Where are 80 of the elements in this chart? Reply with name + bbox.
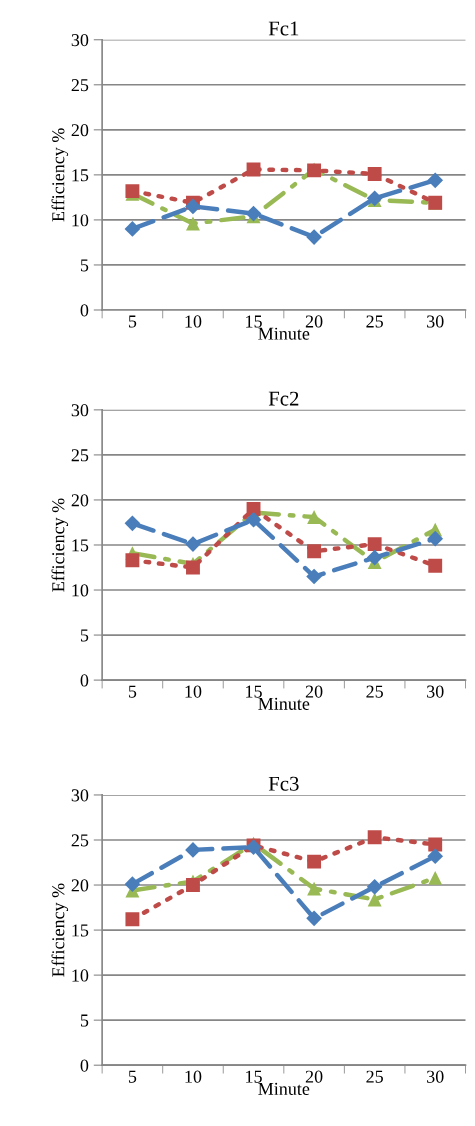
point xyxy=(306,910,322,927)
x-tick-label: 10 xyxy=(185,685,202,698)
y-axis-title: Efficiency % xyxy=(51,498,69,592)
x-tick-label: 5 xyxy=(128,1070,137,1083)
y-tick-label: 15 xyxy=(72,169,89,182)
x-axis-title: Minute xyxy=(258,1082,310,1095)
y-tick-label: 15 xyxy=(72,539,89,552)
y-tick-label: 20 xyxy=(71,494,89,507)
point xyxy=(307,510,322,524)
y-tick-label: 25 xyxy=(71,79,89,92)
y-tick-label: 30 xyxy=(71,789,89,802)
y-tick-label: 0 xyxy=(80,674,89,687)
point xyxy=(367,892,382,907)
point xyxy=(185,536,201,552)
y-tick-label: 10 xyxy=(72,969,89,982)
x-tick-label: 15 xyxy=(246,685,262,698)
y-tick-label: 25 xyxy=(71,834,89,847)
y-tick-label: 5 xyxy=(80,1014,89,1027)
y-tick-label: 10 xyxy=(72,584,89,597)
point xyxy=(245,205,262,222)
point xyxy=(307,881,322,896)
point xyxy=(306,229,322,245)
point xyxy=(367,167,382,181)
chart-title: Fc2 xyxy=(268,391,299,406)
x-tick-label: 25 xyxy=(366,315,383,328)
point xyxy=(366,549,383,566)
point xyxy=(427,530,444,547)
point xyxy=(124,876,141,892)
point xyxy=(366,878,383,895)
point xyxy=(428,558,443,573)
chart-title: Fc3 xyxy=(268,776,299,791)
y-tick-label: 0 xyxy=(80,1059,89,1072)
point xyxy=(186,216,200,231)
x-axis-title: Minute xyxy=(258,697,310,710)
point xyxy=(185,842,201,858)
chart-title: Fc1 xyxy=(268,21,299,36)
x-tick-label: 10 xyxy=(185,315,202,328)
x-tick-label: 15 xyxy=(246,315,262,328)
y-tick-label: 30 xyxy=(71,34,89,47)
point xyxy=(125,912,140,927)
point xyxy=(245,511,262,528)
point xyxy=(428,837,443,852)
y-tick-label: 25 xyxy=(71,449,89,462)
point xyxy=(185,198,201,215)
point xyxy=(367,830,382,845)
y-axis-title: Efficiency % xyxy=(51,883,69,977)
point xyxy=(125,553,140,568)
y-tick-label: 5 xyxy=(80,629,89,642)
x-tick-label: 25 xyxy=(366,685,383,698)
point xyxy=(124,221,141,237)
point xyxy=(307,544,322,559)
point xyxy=(186,878,200,892)
x-tick-label: 25 xyxy=(366,1070,383,1083)
x-tick-label: 10 xyxy=(185,1070,202,1083)
point xyxy=(427,172,444,189)
x-tick-label: 20 xyxy=(305,1070,323,1083)
y-axis-title: Efficiency % xyxy=(51,128,69,222)
x-tick-label: 5 xyxy=(128,315,137,328)
x-tick-label: 30 xyxy=(427,685,444,698)
x-tick-label: 5 xyxy=(128,685,137,698)
x-tick-label: 30 xyxy=(427,1070,444,1083)
point xyxy=(367,537,382,552)
point xyxy=(428,870,443,885)
x-tick-label: 20 xyxy=(305,685,323,698)
point xyxy=(307,854,322,869)
point xyxy=(124,515,141,532)
x-tick-label: 30 xyxy=(427,315,444,328)
y-tick-label: 10 xyxy=(72,214,89,227)
x-tick-label: 20 xyxy=(305,315,323,328)
y-tick-label: 30 xyxy=(71,404,89,417)
x-tick-label: 15 xyxy=(246,1070,262,1083)
y-tick-label: 20 xyxy=(71,879,89,892)
x-axis-title: Minute xyxy=(258,327,310,340)
y-tick-label: 5 xyxy=(80,259,89,272)
y-tick-label: 0 xyxy=(80,304,89,317)
point xyxy=(427,848,444,865)
point xyxy=(186,560,200,575)
y-tick-label: 20 xyxy=(71,124,89,137)
point xyxy=(306,568,322,585)
y-tick-label: 15 xyxy=(72,924,89,937)
